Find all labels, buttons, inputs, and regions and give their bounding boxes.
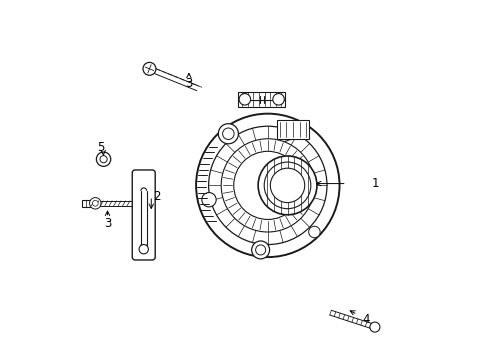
- Circle shape: [222, 128, 234, 139]
- Circle shape: [272, 94, 284, 105]
- Text: 1: 1: [371, 177, 378, 190]
- Circle shape: [264, 162, 310, 209]
- Circle shape: [89, 198, 101, 209]
- Circle shape: [196, 114, 339, 257]
- Text: 4: 4: [362, 312, 369, 326]
- Bar: [276, 120, 308, 139]
- Text: 2: 2: [153, 190, 160, 203]
- Circle shape: [202, 193, 216, 207]
- Circle shape: [251, 241, 269, 259]
- Circle shape: [218, 124, 238, 144]
- Circle shape: [308, 226, 320, 238]
- Bar: [82, 200, 89, 207]
- Text: 3: 3: [103, 217, 111, 230]
- Circle shape: [92, 201, 98, 206]
- Circle shape: [221, 139, 314, 232]
- Circle shape: [208, 126, 326, 244]
- Circle shape: [239, 94, 250, 105]
- FancyBboxPatch shape: [132, 170, 155, 260]
- FancyBboxPatch shape: [238, 92, 285, 100]
- Circle shape: [270, 168, 304, 203]
- Circle shape: [142, 62, 156, 75]
- Text: 3: 3: [185, 77, 192, 90]
- Text: 5: 5: [97, 141, 104, 154]
- Circle shape: [255, 245, 265, 255]
- Circle shape: [233, 151, 301, 220]
- Circle shape: [258, 156, 316, 215]
- Circle shape: [96, 152, 110, 166]
- FancyBboxPatch shape: [238, 99, 285, 107]
- Circle shape: [139, 244, 148, 254]
- Circle shape: [100, 156, 107, 163]
- Circle shape: [369, 322, 379, 332]
